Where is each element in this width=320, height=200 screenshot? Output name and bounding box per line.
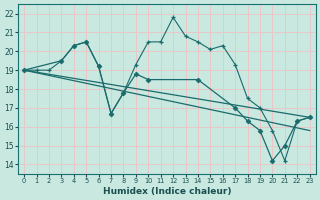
X-axis label: Humidex (Indice chaleur): Humidex (Indice chaleur) (103, 187, 231, 196)
